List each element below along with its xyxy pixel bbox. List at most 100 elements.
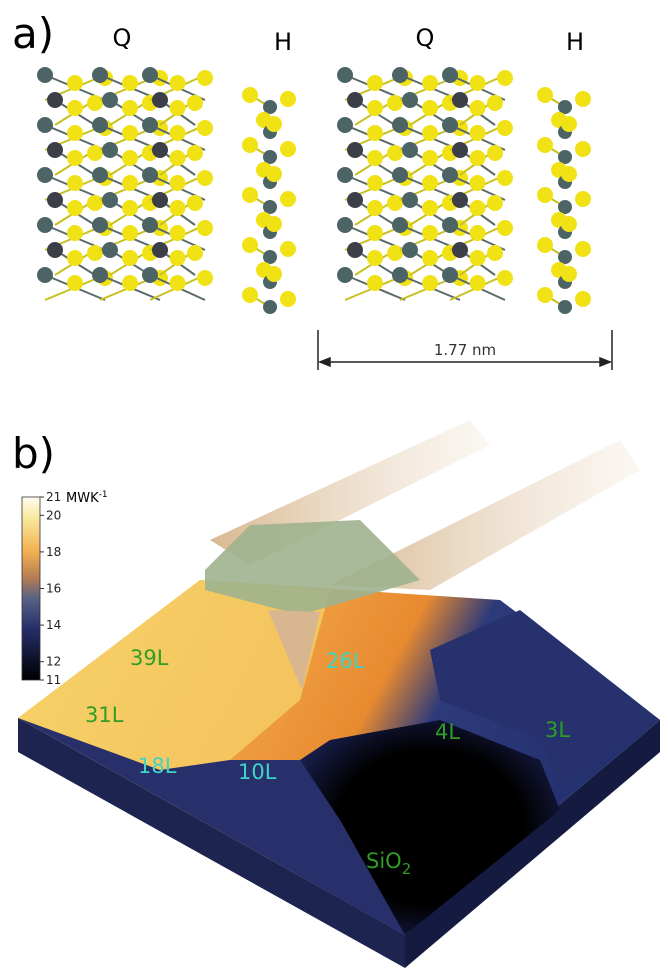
atom — [387, 195, 403, 211]
layer-label: 4L — [435, 720, 460, 744]
atom — [67, 250, 83, 266]
atom — [242, 137, 258, 153]
atom — [152, 192, 168, 208]
atom — [280, 291, 296, 307]
atom — [558, 250, 572, 264]
atom — [170, 175, 186, 191]
colorbar-tick-label: 12 — [46, 655, 61, 669]
atom — [422, 125, 438, 141]
atom — [242, 87, 258, 103]
atom — [347, 242, 363, 258]
atom — [142, 217, 158, 233]
atom — [442, 67, 458, 83]
atom — [197, 220, 213, 236]
atom — [142, 117, 158, 133]
atom — [422, 250, 438, 266]
atom — [497, 220, 513, 236]
atom — [37, 117, 53, 133]
atom — [242, 287, 258, 303]
panel-label: a) — [12, 9, 54, 58]
atom — [102, 142, 118, 158]
atom — [392, 67, 408, 83]
atom — [170, 200, 186, 216]
atom — [142, 267, 158, 283]
atom — [266, 216, 282, 232]
atom — [558, 100, 572, 114]
atom — [122, 150, 138, 166]
atom — [266, 166, 282, 182]
atom — [402, 142, 418, 158]
atom — [558, 200, 572, 214]
atom — [442, 267, 458, 283]
atom — [442, 217, 458, 233]
atom — [170, 125, 186, 141]
atom — [337, 117, 353, 133]
atom — [280, 241, 296, 257]
atom — [337, 67, 353, 83]
atom — [263, 100, 277, 114]
atom — [263, 300, 277, 314]
colorbar-tick-label: 20 — [46, 508, 61, 522]
atom — [197, 120, 213, 136]
atom — [442, 167, 458, 183]
atom — [422, 225, 438, 241]
substrate-subscript: 2 — [402, 860, 412, 878]
atom — [537, 87, 553, 103]
atom — [402, 242, 418, 258]
atom — [470, 200, 486, 216]
atom — [187, 145, 203, 161]
atom — [187, 195, 203, 211]
layer-label: 18L — [138, 754, 177, 778]
atom — [242, 187, 258, 203]
atom — [92, 67, 108, 83]
polytype-label: H — [566, 28, 584, 56]
atom — [122, 225, 138, 241]
atom — [142, 67, 158, 83]
atom — [197, 70, 213, 86]
atom — [367, 75, 383, 91]
atom — [67, 275, 83, 291]
atom — [575, 91, 591, 107]
atom — [197, 270, 213, 286]
atom — [452, 142, 468, 158]
atom — [170, 250, 186, 266]
atom — [47, 242, 63, 258]
atom — [537, 137, 553, 153]
atom — [561, 166, 577, 182]
atom — [67, 225, 83, 241]
figure: a) Q H Q H 1.77 nm b) 21201816141211 MWK… — [0, 0, 668, 975]
afm-topography — [18, 580, 660, 968]
atom — [263, 150, 277, 164]
atom — [561, 266, 577, 282]
atom — [392, 117, 408, 133]
atom — [122, 100, 138, 116]
atom — [487, 145, 503, 161]
atom — [266, 116, 282, 132]
atom — [67, 200, 83, 216]
atom — [337, 267, 353, 283]
atom — [280, 91, 296, 107]
atom — [575, 291, 591, 307]
atom — [263, 250, 277, 264]
atom — [442, 117, 458, 133]
atom — [497, 120, 513, 136]
polytype-label: H — [274, 28, 292, 56]
atom — [422, 75, 438, 91]
atom — [187, 245, 203, 261]
atom — [102, 192, 118, 208]
colorbar-unit: MWK-1 — [66, 490, 108, 506]
atom — [47, 142, 63, 158]
atom — [170, 75, 186, 91]
layer-label: 3L — [545, 718, 570, 742]
atom — [387, 95, 403, 111]
atom — [537, 237, 553, 253]
unit-text: MWK — [66, 491, 99, 506]
unit-exponent: -1 — [99, 490, 108, 500]
substrate-text: SiO — [366, 849, 402, 873]
layer-label: 10L — [238, 760, 277, 784]
layer-label: 26L — [326, 649, 365, 673]
atom — [67, 125, 83, 141]
atom — [497, 70, 513, 86]
atom — [37, 217, 53, 233]
atom — [263, 200, 277, 214]
